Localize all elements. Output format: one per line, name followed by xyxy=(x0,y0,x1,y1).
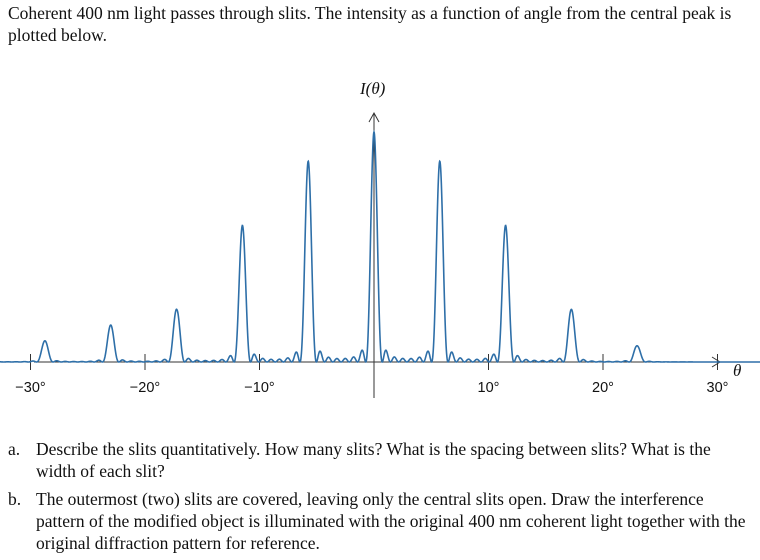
question-b-text: The outermost (two) slits are covered, l… xyxy=(36,489,746,553)
question-b: b. The outermost (two) slits are covered… xyxy=(8,488,753,554)
question-b-marker: b. xyxy=(8,489,22,509)
question-list: a. Describe the slits quantitatively. Ho… xyxy=(8,438,753,560)
intensity-plot: −30° −20° −10° 10° 20° 30° I(θ) θ xyxy=(0,79,760,398)
y-axis-arrowhead xyxy=(368,111,380,123)
x-tick-label: −20° xyxy=(130,380,160,396)
x-tick-label: −30° xyxy=(15,380,45,396)
plot-axes xyxy=(34,111,721,398)
x-tick-label: 30° xyxy=(707,380,729,396)
question-a: a. Describe the slits quantitatively. Ho… xyxy=(8,438,753,482)
question-a-text: Describe the slits quantitatively. How m… xyxy=(36,439,711,481)
question-a-marker: a. xyxy=(8,439,21,459)
problem-intro: Coherent 400 nm light passes through sli… xyxy=(8,3,732,45)
intensity-curve xyxy=(0,129,760,364)
y-axis-label: I(θ) xyxy=(359,79,386,98)
x-tick-label: −10° xyxy=(244,380,274,396)
x-tick-label: 10° xyxy=(478,380,500,396)
x-tick-label: 20° xyxy=(592,380,614,396)
x-axis-label: θ xyxy=(733,361,741,380)
